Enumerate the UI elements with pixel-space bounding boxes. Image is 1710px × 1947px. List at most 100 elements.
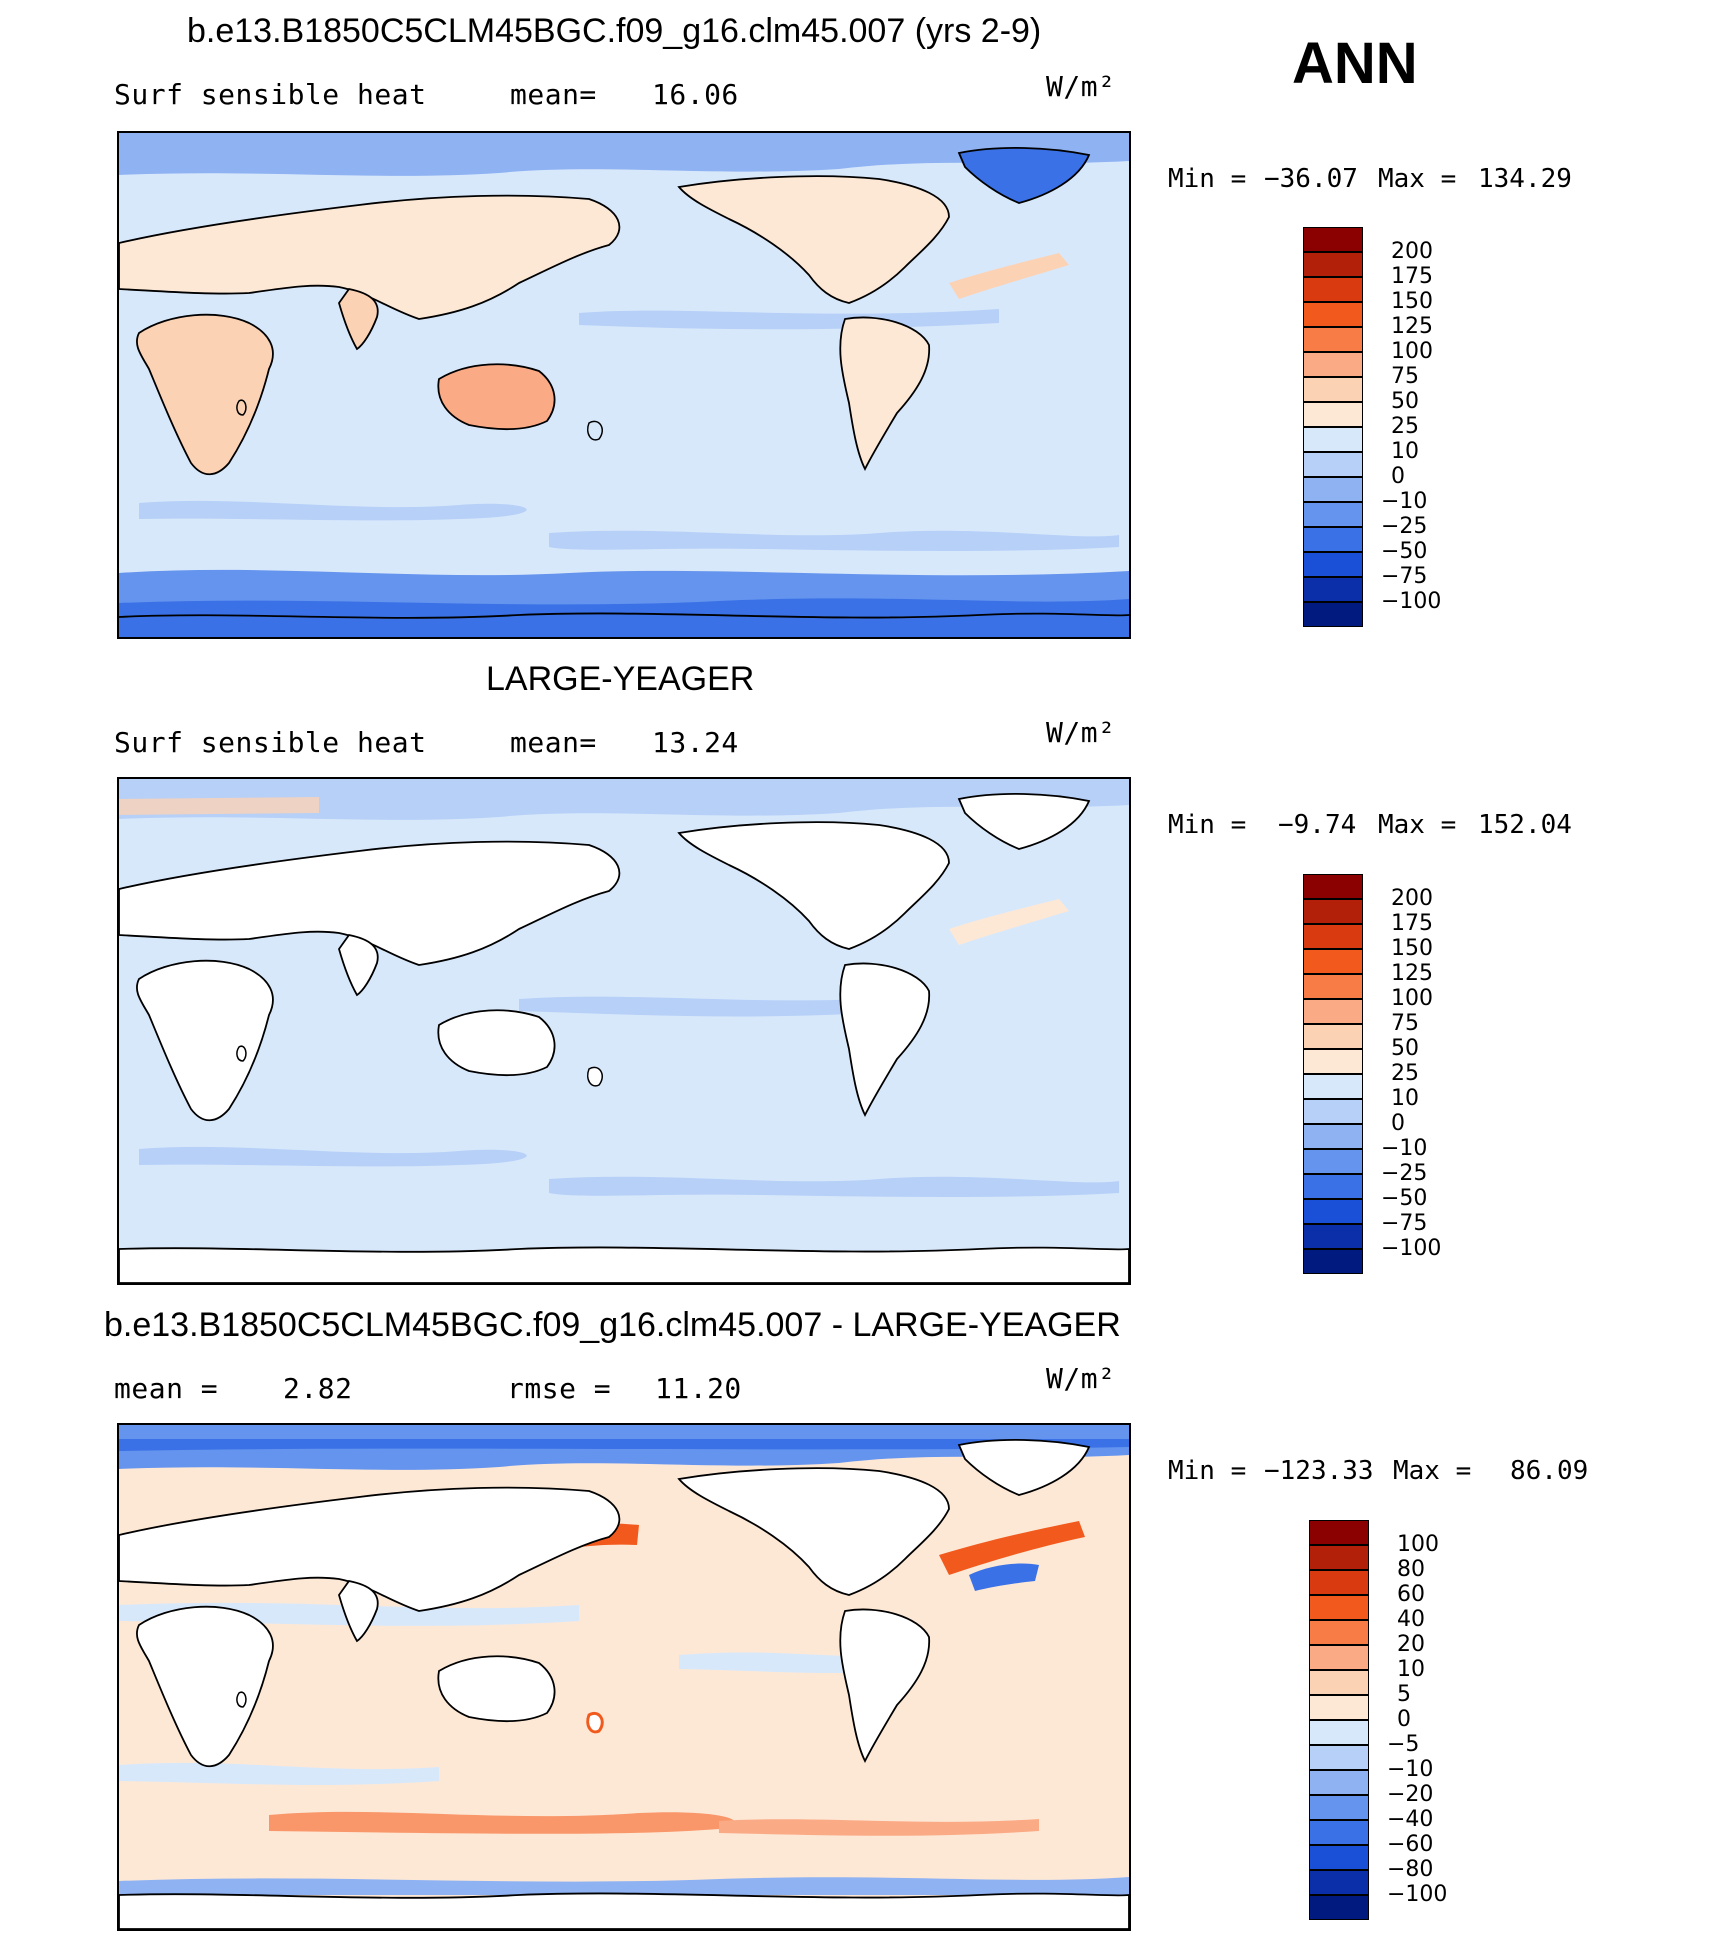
colorbar-tick-label: −75 [1381,1211,1428,1236]
colorbar-tick-label: 0 [1391,464,1405,489]
north-america [677,821,950,950]
australia [437,1655,556,1722]
eurasia [119,1486,621,1612]
eurasia [119,194,621,320]
colorbar-tick-label: −40 [1387,1807,1434,1832]
colorbar-swatch [1303,402,1363,427]
panel-1-max-label: Max = [1378,164,1457,194]
panel-1-variable-label: Surf sensible heat [114,78,427,111]
south-america [839,962,930,1118]
colorbar-swatch [1309,1845,1369,1870]
panel-3-rmse-label: rmse = [507,1372,612,1405]
colorbar-swatch [1303,999,1363,1024]
colorbar-tick-label: 50 [1391,1036,1419,1061]
colorbar-swatch [1303,227,1363,252]
colorbar-swatch [1309,1520,1369,1545]
panel-2-min-label: Min = [1168,810,1247,840]
colorbar-swatch [1309,1745,1369,1770]
colorbar-swatch [1303,452,1363,477]
colorbar-tick-label: −75 [1381,564,1428,589]
colorbar-tick-label: 60 [1397,1582,1425,1607]
madagascar [236,1691,247,1708]
madagascar [236,1045,247,1062]
colorbar-swatch [1303,277,1363,302]
panel-2-mean-label: mean= [510,726,597,759]
colorbar-tick-label: 125 [1391,314,1433,339]
arctic-band [119,133,1129,176]
panel-2-map [117,777,1131,1285]
colorbar-tick-label: −50 [1381,539,1428,564]
australia [437,1009,556,1076]
panel-1-map-svg [119,133,1129,637]
labrador-cold [969,1563,1039,1591]
panel-1-title: b.e13.B1850C5CLM45BGC.f09_g16.clm45.007 … [187,12,1042,50]
panel-3-mean-value: 2.82 [283,1372,353,1405]
panel-2-title: LARGE-YEAGER [486,660,755,698]
greenland [957,793,1091,850]
colorbar-swatch [1303,377,1363,402]
new-zealand [587,1066,603,1087]
north-america [677,1467,950,1596]
southern-streak-1 [139,1146,527,1167]
colorbar-swatch [1303,352,1363,377]
panel-3-max-label: Max = [1393,1456,1472,1486]
colorbar-swatch [1303,302,1363,327]
colorbar-tick-label: −50 [1381,1186,1428,1211]
colorbar-tick-label: −80 [1387,1857,1434,1882]
colorbar-tick-label: −10 [1381,489,1428,514]
north-america [677,175,950,304]
colorbar-swatch [1303,552,1363,577]
colorbar-swatch [1303,1224,1363,1249]
panel-1-min-value: −36.07 [1264,164,1358,194]
colorbar-swatch [1309,1545,1369,1570]
colorbar-tick-label: 50 [1391,389,1419,414]
antarctica [119,1892,1129,1929]
ocean-field [119,779,1129,1283]
colorbar-swatch [1303,949,1363,974]
antarctic-cool-band [119,1877,1129,1895]
colorbar-tick-label: −20 [1387,1782,1434,1807]
colorbar-tick-label: 175 [1391,911,1433,936]
colorbar-tick-label: −100 [1387,1882,1448,1907]
southern-warm-streak-2 [719,1819,1039,1836]
colorbar-tick-label: 20 [1397,1632,1425,1657]
colorbar-tick-label: −5 [1387,1732,1420,1757]
australia [437,363,556,430]
colorbar-swatch [1309,1895,1369,1920]
colorbar-swatch [1303,899,1363,924]
colorbar-swatch [1309,1645,1369,1670]
antarctic-band-inner [119,598,1129,637]
colorbar-tick-label: 150 [1391,289,1433,314]
colorbar-tick-label: 80 [1397,1557,1425,1582]
panel-2-variable-label: Surf sensible heat [114,726,427,759]
arctic-band [119,779,1129,820]
colorbar-swatch [1309,1670,1369,1695]
colorbar-tick-label: 75 [1391,1011,1419,1036]
colorbar-swatch [1309,1795,1369,1820]
panel-3-max-value: 86.09 [1510,1456,1589,1486]
madagascar [236,399,247,416]
colorbar-swatch [1303,427,1363,452]
arctic-band-deep [119,1439,1129,1451]
season-label: ANN [1292,31,1418,96]
colorbar-tick-label: 0 [1391,1111,1405,1136]
india [338,1580,379,1643]
colorbar-swatch [1303,924,1363,949]
arctic-warm-patch [119,797,319,815]
colorbar-tick-label: −25 [1381,1161,1428,1186]
panel-1-min-label: Min = [1168,164,1247,194]
colorbar-swatch [1309,1570,1369,1595]
colorbar-swatch [1309,1720,1369,1745]
colorbar-tick-label: −25 [1381,514,1428,539]
colorbar-swatch [1303,974,1363,999]
india [338,934,379,997]
gulf-stream-warm [949,899,1069,945]
colorbar-swatch [1303,1074,1363,1099]
colorbar-swatch [1309,1620,1369,1645]
colorbar-swatch [1303,1249,1363,1274]
colorbar-swatch [1303,1049,1363,1074]
panel-1-max-value: 134.29 [1478,164,1572,194]
colorbar-tick-label: 75 [1391,364,1419,389]
colorbar-tick-label: 200 [1391,886,1433,911]
colorbar-swatch [1303,1149,1363,1174]
